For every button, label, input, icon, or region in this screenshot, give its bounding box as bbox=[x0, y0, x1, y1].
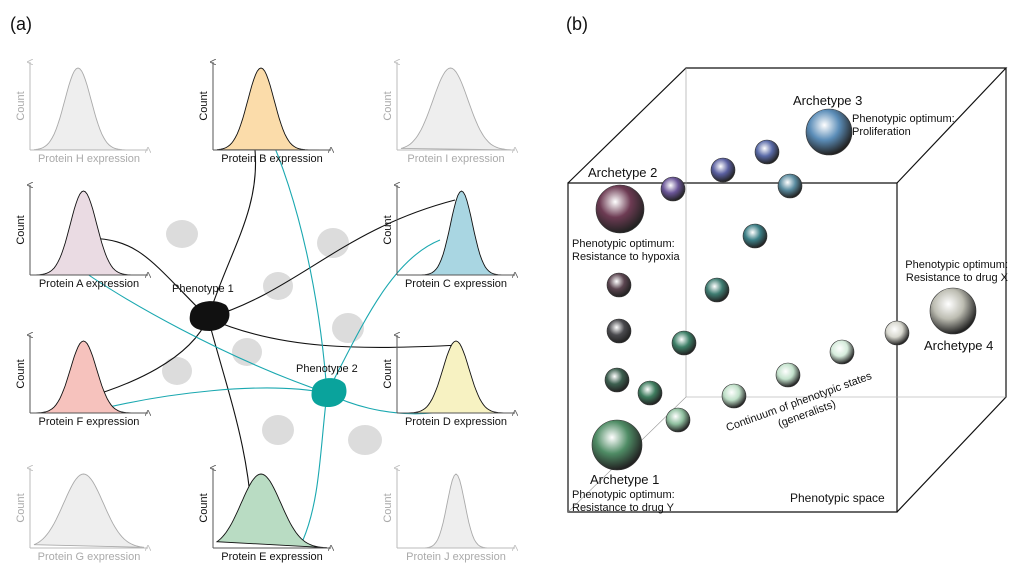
sphere bbox=[638, 381, 662, 405]
annotation: Phenotypic optimum: bbox=[572, 489, 675, 501]
x-axis-label: Protein J expression bbox=[406, 551, 506, 563]
x-axis-label: Protein C expression bbox=[405, 278, 507, 290]
archetype-label: Archetype 3 bbox=[793, 93, 862, 108]
y-axis-label: Count bbox=[15, 215, 27, 244]
sphere bbox=[755, 140, 779, 164]
y-axis-label: Count bbox=[382, 91, 394, 120]
distribution-curve bbox=[401, 191, 511, 275]
histogram: Protein A expression Count bbox=[15, 185, 148, 290]
histogram: Protein B expression Count bbox=[198, 62, 331, 165]
annotation: Phenotypic optimum: bbox=[905, 259, 1008, 271]
distribution-curve bbox=[401, 474, 511, 548]
sphere bbox=[806, 109, 852, 155]
connector bbox=[303, 393, 327, 540]
distribution-curve bbox=[34, 474, 144, 547]
connections bbox=[65, 125, 478, 540]
x-axis-label: Protein B expression bbox=[221, 153, 323, 165]
x-axis-label: Protein G expression bbox=[38, 551, 141, 563]
archetype-label: Archetype 4 bbox=[924, 338, 993, 353]
y-axis-label: Count bbox=[198, 91, 210, 120]
archetype-label: Archetype 2 bbox=[588, 165, 657, 180]
x-axis-label: Protein D expression bbox=[405, 416, 507, 428]
x-axis-label: Protein I expression bbox=[407, 153, 504, 165]
sphere bbox=[776, 363, 800, 387]
connector bbox=[85, 318, 208, 398]
phenotype-label: Phenotype 2 bbox=[296, 363, 358, 375]
y-axis-label: Count bbox=[15, 91, 27, 120]
distribution-curve bbox=[217, 68, 327, 150]
sphere bbox=[596, 185, 644, 233]
space-label: Phenotypic space bbox=[790, 491, 885, 505]
histogram: Protein F expression Count bbox=[15, 335, 148, 428]
connector bbox=[265, 125, 327, 393]
phenotype-cell bbox=[312, 378, 347, 407]
annotation: Phenotypic optimum: bbox=[852, 113, 955, 125]
phenotype-label: Phenotype 1 bbox=[172, 283, 234, 295]
x-axis-label: Protein A expression bbox=[39, 278, 139, 290]
sphere bbox=[930, 288, 976, 334]
sphere bbox=[605, 368, 629, 392]
annotation: Resistance to drug X bbox=[906, 272, 1009, 284]
histogram: Protein I expression Count bbox=[382, 62, 515, 165]
sphere bbox=[743, 224, 767, 248]
connector bbox=[208, 200, 455, 318]
y-axis-label: Count bbox=[382, 493, 394, 522]
distribution-curve bbox=[34, 191, 144, 275]
y-axis-label: Count bbox=[15, 359, 27, 388]
distribution-curve bbox=[401, 68, 511, 150]
y-axis-label: Count bbox=[382, 215, 394, 244]
histogram: Protein J expression Count bbox=[382, 468, 515, 563]
sphere bbox=[607, 319, 631, 343]
sphere bbox=[778, 174, 802, 198]
cell-blobs bbox=[162, 220, 382, 455]
connector bbox=[105, 388, 327, 408]
x-axis-label: Protein E expression bbox=[221, 551, 323, 563]
y-axis-label: Count bbox=[382, 359, 394, 388]
distribution-curve bbox=[401, 341, 511, 413]
distribution-curve bbox=[217, 474, 327, 548]
annotation: Phenotypic optimum: bbox=[572, 238, 675, 250]
phenotype-cell bbox=[190, 301, 230, 331]
annotation: Proliferation bbox=[852, 126, 911, 138]
sphere bbox=[722, 384, 746, 408]
x-axis-label: Protein F expression bbox=[39, 416, 140, 428]
y-axis-label: Count bbox=[198, 493, 210, 522]
annotation: Resistance to hypoxia bbox=[572, 251, 680, 263]
sphere bbox=[607, 273, 631, 297]
x-axis-label: Protein H expression bbox=[38, 153, 140, 165]
histogram: Protein D expression Count bbox=[382, 335, 515, 428]
sphere bbox=[711, 158, 735, 182]
annotation: Resistance to drug Y bbox=[572, 502, 675, 514]
distribution-curve bbox=[34, 341, 144, 413]
sphere bbox=[705, 278, 729, 302]
sphere bbox=[830, 340, 854, 364]
sphere bbox=[592, 420, 642, 470]
y-axis-label: Count bbox=[15, 493, 27, 522]
figure: (a) (b) Protein H expressionCountProtein… bbox=[0, 0, 1014, 565]
histogram: Protein C expression Count bbox=[382, 185, 515, 290]
histogram: Protein H expression Count bbox=[15, 62, 148, 165]
panel-label: (a) bbox=[10, 14, 32, 34]
panel-label: (b) bbox=[566, 14, 588, 34]
distribution-curve bbox=[34, 68, 144, 150]
sphere bbox=[672, 331, 696, 355]
histogram: Protein G expression Count bbox=[15, 468, 148, 563]
archetype-label: Archetype 1 bbox=[590, 472, 659, 487]
sphere bbox=[885, 321, 909, 345]
sphere bbox=[666, 408, 690, 432]
sphere bbox=[661, 177, 685, 201]
